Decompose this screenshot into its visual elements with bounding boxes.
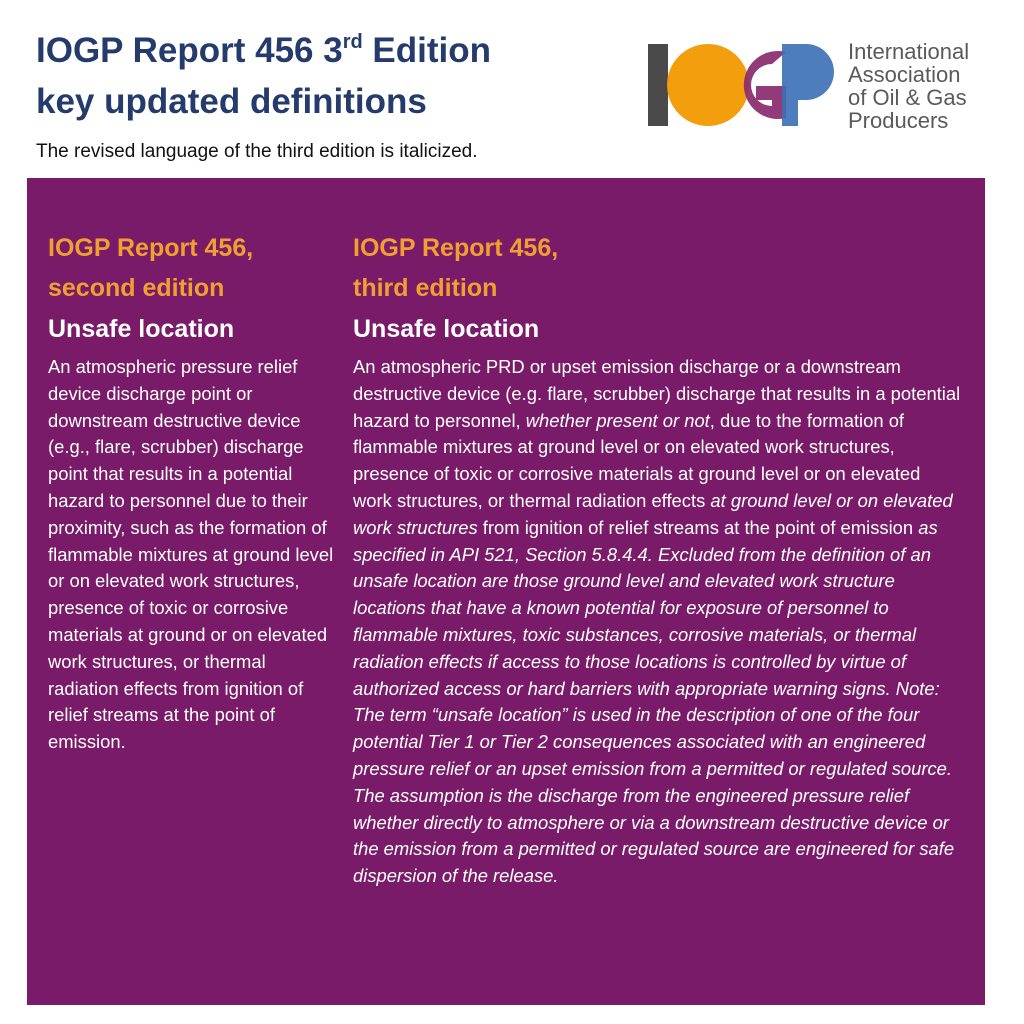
- title-ordinal-suffix: rd: [342, 31, 363, 53]
- third-edition-definition: An atmospheric PRD or upset emission dis…: [353, 354, 963, 890]
- title-line1-main: IOGP Report 456 3: [36, 31, 343, 70]
- second-edition-term: Unsafe location: [48, 315, 235, 343]
- logo-text-line-4: Producers: [848, 108, 949, 133]
- definition-segment-4: at ground level or on elevated work stru…: [353, 489, 953, 538]
- definition-segment-5: from ignition of relief streams at the p…: [477, 516, 919, 538]
- definition-segment-6: as specified in API 521, Section 5.8.4.4…: [353, 516, 955, 887]
- third-edition-heading-line1: IOGP Report 456,: [353, 234, 559, 262]
- definitions-panel: IOGP Report 456, second edition Unsafe l…: [27, 178, 985, 1005]
- iogp-logo-mark-icon: [648, 44, 834, 126]
- definition-segment-3: , due to the formation of flammable mixt…: [353, 409, 921, 511]
- iogp-logo: International Association of Oil & Gas P…: [648, 40, 988, 132]
- logo-text-line-2: Association: [848, 62, 961, 87]
- definition-segment-1: An atmospheric PRD or upset emission dis…: [353, 356, 961, 431]
- third-edition-heading-line2: third edition: [353, 274, 498, 302]
- title-line2: key updated definitions: [36, 82, 427, 121]
- third-edition-heading: IOGP Report 456, third edition: [353, 228, 963, 308]
- logo-text-line-3: of Oil & Gas: [848, 85, 967, 110]
- second-edition-definition: An atmospheric pressure relief device di…: [48, 356, 334, 753]
- third-edition-column: IOGP Report 456, third edition Unsafe lo…: [353, 228, 963, 890]
- second-edition-column: IOGP Report 456, second edition Unsafe l…: [48, 228, 340, 756]
- page-title: IOGP Report 456 3rd Edition key updated …: [36, 28, 491, 125]
- logo-text: International Association of Oil & Gas P…: [848, 40, 969, 132]
- second-edition-heading-line2: second edition: [48, 274, 225, 302]
- title-line1-end: Edition: [362, 31, 492, 70]
- second-edition-heading: IOGP Report 456, second edition: [48, 228, 340, 308]
- third-edition-term: Unsafe location: [353, 315, 540, 343]
- logo-text-line-1: International: [848, 39, 970, 64]
- definition-segment-2: whether present or not: [525, 409, 710, 431]
- subtitle: The revised language of the third editio…: [36, 141, 478, 162]
- second-edition-heading-line1: IOGP Report 456,: [48, 234, 254, 262]
